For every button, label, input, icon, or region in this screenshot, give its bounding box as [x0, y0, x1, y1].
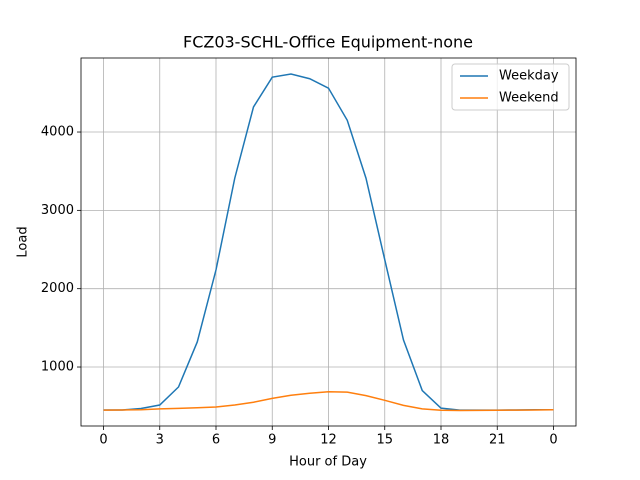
- series-line: [103, 390, 554, 412]
- legend-label: Weekday: [499, 69, 559, 84]
- chart-title: FCZ03-SCHL-Office Equipment-none: [183, 33, 473, 52]
- x-tick-label: 3: [156, 433, 164, 448]
- x-axis-label: Hour of Day: [289, 455, 367, 470]
- x-tick-label: 9: [268, 433, 276, 448]
- y-tick-label: 4000: [41, 125, 74, 140]
- x-tick-label: 0: [99, 433, 107, 448]
- x-tick-label: 0: [549, 433, 557, 448]
- y-tick-label: 1000: [41, 360, 74, 375]
- y-tick-label: 2000: [41, 281, 74, 296]
- x-tick-label: 21: [489, 433, 506, 448]
- legend-label: Weekend: [499, 91, 559, 106]
- y-tick-label: 3000: [41, 203, 74, 218]
- y-axis-label: Load: [16, 226, 31, 257]
- x-tick-label: 15: [376, 433, 393, 448]
- x-tick-label: 18: [433, 433, 450, 448]
- x-tick-label: 12: [320, 433, 337, 448]
- plot-frame: [80, 57, 577, 427]
- x-tick-label: 6: [212, 433, 220, 448]
